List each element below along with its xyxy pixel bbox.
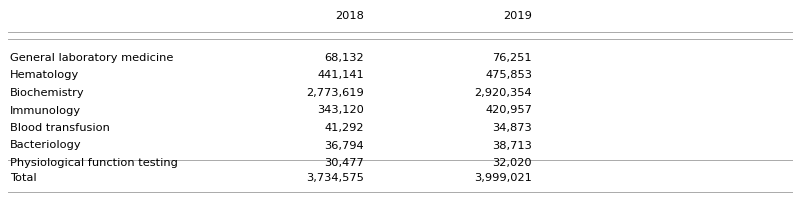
Text: 441,141: 441,141 [318, 70, 364, 81]
Text: 34,873: 34,873 [492, 123, 532, 133]
Text: 32,020: 32,020 [492, 158, 532, 168]
Text: 475,853: 475,853 [485, 70, 532, 81]
Text: 343,120: 343,120 [317, 105, 364, 115]
Text: 76,251: 76,251 [492, 53, 532, 63]
Text: Biochemistry: Biochemistry [10, 88, 84, 98]
Text: General laboratory medicine: General laboratory medicine [10, 53, 173, 63]
Text: 420,957: 420,957 [485, 105, 532, 115]
Text: Total: Total [10, 173, 36, 183]
Text: 2,773,619: 2,773,619 [306, 88, 364, 98]
Text: Blood transfusion: Blood transfusion [10, 123, 110, 133]
Text: 2,920,354: 2,920,354 [474, 88, 532, 98]
Text: 30,477: 30,477 [324, 158, 364, 168]
Text: 68,132: 68,132 [324, 53, 364, 63]
Text: 3,999,021: 3,999,021 [474, 173, 532, 183]
Text: 38,713: 38,713 [492, 140, 532, 150]
Text: 3,734,575: 3,734,575 [306, 173, 364, 183]
Text: 2019: 2019 [503, 11, 532, 21]
Text: Physiological function testing: Physiological function testing [10, 158, 178, 168]
Text: Immunology: Immunology [10, 105, 81, 115]
Text: 36,794: 36,794 [324, 140, 364, 150]
Text: Hematology: Hematology [10, 70, 79, 81]
Text: 2018: 2018 [335, 11, 364, 21]
Text: 41,292: 41,292 [325, 123, 364, 133]
Text: Bacteriology: Bacteriology [10, 140, 82, 150]
